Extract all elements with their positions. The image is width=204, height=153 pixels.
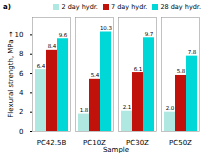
svg-text:6: 6 bbox=[19, 70, 24, 78]
svg-text:6.4: 6.4 bbox=[37, 63, 46, 69]
svg-text:7.8: 7.8 bbox=[188, 49, 197, 55]
svg-text:6.1: 6.1 bbox=[134, 66, 143, 72]
svg-text:Flexural strength, MPa →: Flexural strength, MPa → bbox=[7, 31, 15, 117]
svg-text:9.7: 9.7 bbox=[145, 31, 154, 37]
svg-text:8: 8 bbox=[19, 50, 23, 58]
html-text:2 day hydr.: 2 day hydr. bbox=[61, 2, 98, 11]
svg-text:PC30Z: PC30Z bbox=[126, 139, 149, 147]
svg-text:PC50Z: PC50Z bbox=[169, 139, 192, 147]
html-text:28 day hydr.: 28 day hydr. bbox=[160, 2, 201, 11]
svg-text:10.3: 10.3 bbox=[100, 25, 113, 31]
html-text:a): a) bbox=[3, 2, 11, 11]
svg-text:5.8: 5.8 bbox=[177, 68, 186, 74]
svg-text:2: 2 bbox=[19, 108, 23, 116]
svg-text:4: 4 bbox=[19, 89, 24, 97]
svg-text:2.0: 2.0 bbox=[166, 105, 175, 111]
svg-text:2.1: 2.1 bbox=[123, 104, 132, 110]
svg-text:10: 10 bbox=[15, 31, 24, 39]
svg-text:0: 0 bbox=[19, 128, 23, 136]
svg-text:9.6: 9.6 bbox=[59, 32, 68, 38]
svg-text:PC10Z: PC10Z bbox=[83, 139, 106, 148]
svg-text:8.4: 8.4 bbox=[48, 43, 57, 49]
svg-text:1.8: 1.8 bbox=[80, 107, 89, 113]
svg-text:5.4: 5.4 bbox=[91, 72, 100, 78]
svg-text:Sample: Sample bbox=[103, 146, 129, 153]
svg-text:PC42.5B: PC42.5B bbox=[37, 139, 67, 147]
html-text:7 day hydr.: 7 day hydr. bbox=[110, 2, 148, 11]
